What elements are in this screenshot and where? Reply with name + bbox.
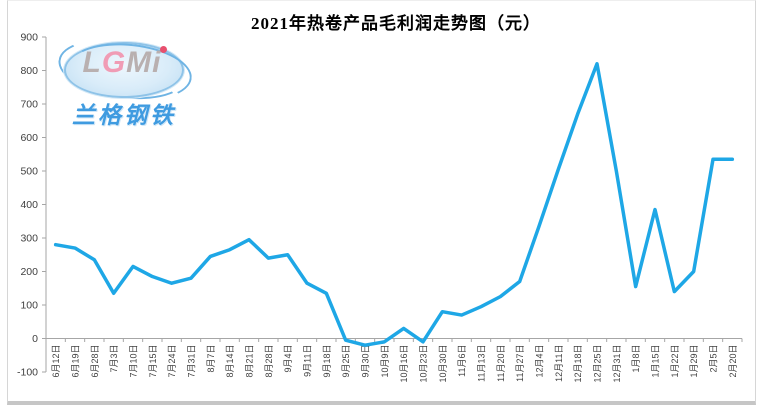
x-tick-label: 12月25日 xyxy=(593,345,603,383)
x-tick-label: 10月30日 xyxy=(438,345,448,383)
x-tick-label: 8月7日 xyxy=(206,345,216,373)
x-tick-label: 9月11日 xyxy=(303,345,313,377)
y-tick-label: 400 xyxy=(20,199,38,211)
y-tick-label: 700 xyxy=(20,99,38,111)
x-tick-label: 8月21日 xyxy=(245,345,255,378)
x-tick-label: 9月18日 xyxy=(322,345,332,378)
profit-line xyxy=(53,62,735,347)
x-tick-label: 8月28日 xyxy=(264,345,274,378)
logo-letter: G xyxy=(101,46,127,79)
logo-chinese-name: 兰格钢铁 xyxy=(72,102,176,128)
y-tick-label: 800 xyxy=(20,65,38,77)
chart-title: 2021年热卷产品毛利润走势图（元） xyxy=(251,14,541,33)
x-tick-label: 12月11日 xyxy=(554,345,564,382)
x-tick-label: 10月16日 xyxy=(399,345,409,383)
logo-i-dot-icon xyxy=(160,46,167,53)
x-tick-label: 1月8日 xyxy=(631,345,641,373)
y-tick-label: 0 xyxy=(32,333,38,345)
x-tick-label: 7月31日 xyxy=(187,345,197,378)
y-tick-label: 200 xyxy=(20,266,38,278)
x-tick-label: 9月25日 xyxy=(341,345,351,378)
x-tick-label: 1月22日 xyxy=(670,345,680,378)
x-tick-label: 10月23日 xyxy=(419,345,429,383)
y-tick-label: 600 xyxy=(20,132,38,144)
x-tick-label: 11月20日 xyxy=(496,345,506,382)
x-tick-label: 7月15日 xyxy=(148,345,158,378)
x-tick-label: 1月29日 xyxy=(689,345,699,378)
logo-letter: M xyxy=(126,46,153,79)
logo-letter: i xyxy=(152,46,162,79)
x-tick-label: 12月31日 xyxy=(612,345,622,383)
lgmi-logo: LGMi 兰格钢铁 xyxy=(54,31,195,128)
x-tick-label: 12月18日 xyxy=(573,345,583,383)
x-tick-label: 6月12日 xyxy=(51,345,61,378)
y-tick-label: 100 xyxy=(20,300,38,312)
x-tick-label: 6月19日 xyxy=(71,345,81,378)
x-tick-label: 6月28日 xyxy=(90,345,100,378)
x-tick-label: 7月3日 xyxy=(109,345,119,373)
x-tick-label: 7月10日 xyxy=(129,345,139,378)
x-tick-label: 12月4日 xyxy=(535,345,545,378)
x-tick-label: 1月15日 xyxy=(651,345,661,378)
y-tick-label: -100 xyxy=(17,367,38,379)
x-tick-label: 2月20日 xyxy=(728,345,738,378)
x-tick-label: 7月24日 xyxy=(167,345,177,378)
y-tick-label: 900 xyxy=(20,32,38,44)
x-tick-label: 8月14日 xyxy=(225,345,235,378)
x-tick-label: 11月6日 xyxy=(457,345,467,377)
x-tick-label: 10月9日 xyxy=(380,345,390,378)
x-tick-label: 11月13日 xyxy=(477,345,487,382)
x-tick-label: 11月27日 xyxy=(515,345,525,382)
y-tick-label: 300 xyxy=(20,233,38,245)
x-tick-label: 9月4日 xyxy=(283,345,293,373)
x-tick-label: 2月5日 xyxy=(709,345,719,373)
logo-lgmi-text: LGMi xyxy=(58,48,186,78)
y-tick-label: 500 xyxy=(20,166,38,178)
logo-letter: L xyxy=(82,46,102,79)
x-tick-label: 9月30日 xyxy=(361,345,371,378)
